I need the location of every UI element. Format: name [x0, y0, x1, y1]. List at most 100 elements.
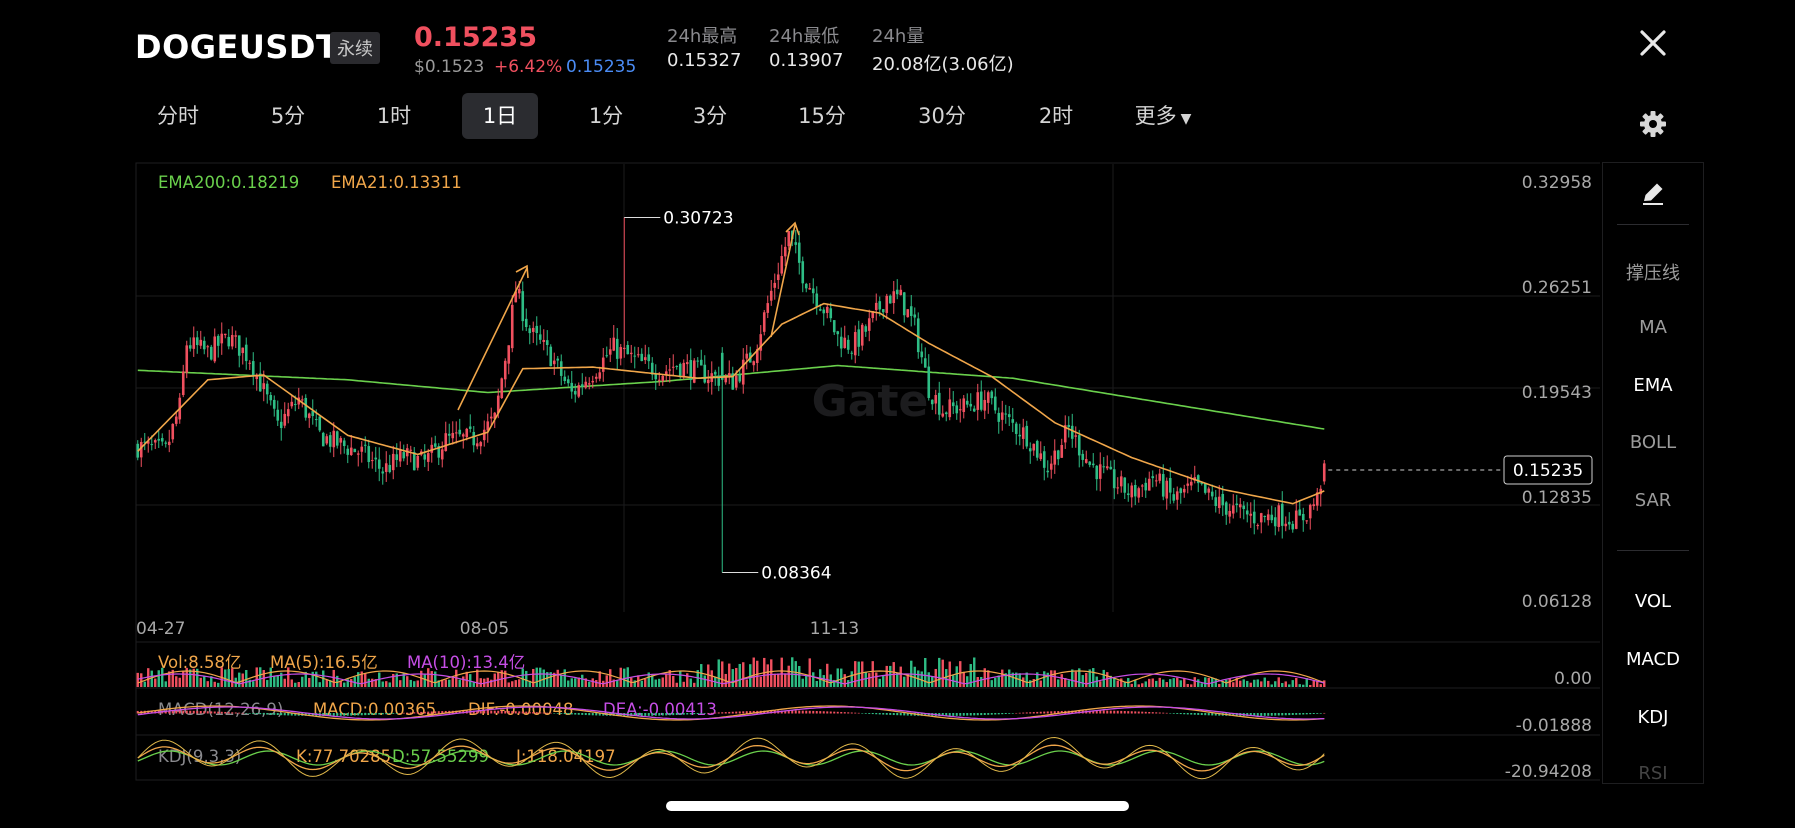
tool-support-resistance[interactable]: 撑压线	[1626, 263, 1680, 284]
candle-body	[461, 434, 465, 437]
macd-histogram-bar	[549, 712, 552, 714]
macd-histogram-bar	[1186, 713, 1189, 715]
tool-ema[interactable]: EMA	[1633, 375, 1673, 396]
y-axis-labels: 0.32958 0.26251 0.19543 0.12835 0.06128 0.00 -…	[1505, 173, 1592, 782]
volume-bar	[1008, 669, 1011, 687]
candle-body	[1140, 485, 1144, 487]
candle-body	[888, 295, 892, 304]
indicator-kdj[interactable]: KDJ	[1637, 707, 1669, 728]
settings-button[interactable]	[1638, 109, 1668, 139]
candle-body	[1147, 478, 1151, 491]
draw-tool-button[interactable]	[1603, 179, 1703, 212]
candle-body	[174, 416, 178, 424]
x-axis-labels: 04-27 08-05 11-13	[136, 619, 859, 639]
indicator-macd[interactable]: MACD	[1626, 649, 1680, 670]
macd-histogram-bar	[602, 713, 605, 716]
macd-histogram-bar	[644, 713, 647, 716]
candle-body	[944, 412, 948, 415]
candle-body	[671, 366, 675, 368]
macd-histogram-bar	[1232, 713, 1235, 716]
volume-bar	[1015, 672, 1018, 687]
volume-bar	[549, 672, 552, 687]
macd-histogram-bar	[780, 710, 783, 714]
candle-body	[220, 333, 224, 344]
tab-timeframe-line[interactable]: 分时	[157, 104, 199, 128]
close-icon	[1640, 30, 1666, 56]
candle-body	[1298, 509, 1302, 516]
volume-bar	[1228, 678, 1231, 687]
candle-body	[629, 352, 633, 355]
candle-body	[167, 441, 171, 446]
volume-bar	[1109, 675, 1112, 687]
candle-body	[146, 441, 150, 444]
candle-body	[608, 349, 612, 355]
macd-histogram-bar	[490, 710, 493, 714]
macd-histogram-bar	[374, 713, 377, 715]
macd-histogram-bar	[1207, 713, 1210, 716]
tab-timeframe-more[interactable]: 更多 ▼	[1118, 93, 1208, 139]
macd-histogram-bar	[955, 713, 958, 716]
macd-histogram-bar	[388, 713, 391, 715]
tab-timeframe-1h[interactable]: 1时	[376, 104, 412, 128]
tab-timeframe-15m[interactable]: 15分	[798, 104, 846, 128]
macd-histogram-bar	[1253, 713, 1256, 716]
volume-bar	[728, 663, 731, 687]
tab-timeframe-1m[interactable]: 1分	[588, 104, 624, 128]
candle-body	[818, 309, 822, 311]
tool-ma[interactable]: MA	[1639, 317, 1667, 338]
volume-bar	[661, 677, 664, 687]
candle-body	[192, 337, 196, 349]
macd-histogram-bar	[283, 713, 286, 716]
kline-chart[interactable]: Gate 0.30723 0.08364 EMA200:0.18219 EMA21:…	[0, 0, 1600, 790]
candle-body	[381, 471, 385, 474]
candle-body	[1280, 503, 1284, 526]
macd-histogram-bar	[910, 713, 913, 716]
candle-body	[1151, 476, 1155, 479]
candle-body	[892, 291, 896, 304]
indicator-rsi[interactable]: RSI	[1638, 763, 1668, 781]
tool-sar[interactable]: SAR	[1634, 490, 1672, 511]
macd-histogram-bar	[273, 713, 276, 715]
macd-histogram-bar	[906, 713, 909, 716]
volume-bar	[1239, 680, 1242, 687]
candle-body	[822, 309, 826, 314]
tab-timeframe-30m[interactable]: 30分	[918, 104, 966, 128]
macd-histogram-bar	[210, 711, 213, 714]
close-button[interactable]	[1636, 26, 1670, 60]
candle-body	[447, 433, 451, 436]
volume-bar	[591, 678, 594, 687]
volume-bar	[735, 667, 738, 687]
tab-timeframe-2h[interactable]: 2时	[1038, 104, 1074, 128]
trend-arrows	[457, 221, 800, 411]
macd-histogram-bar	[868, 713, 871, 714]
candle-body	[993, 396, 997, 411]
candle-body	[626, 344, 630, 355]
tab-timeframe-1d[interactable]: 1日	[462, 93, 538, 139]
volume-bar	[1022, 677, 1025, 687]
macd-histogram-bar	[969, 713, 972, 716]
candle-body	[1046, 470, 1050, 473]
volume-bar	[1253, 679, 1256, 687]
indicator-sidebar: 撑压线 MA EMA BOLL SAR VOL MACD KDJ RSI	[1602, 162, 1704, 784]
tab-timeframe-3m[interactable]: 3分	[692, 104, 728, 128]
volume-bar	[1246, 680, 1249, 687]
indicator-vol[interactable]: VOL	[1634, 591, 1672, 612]
volume-bar	[1151, 678, 1154, 687]
candle-body	[829, 308, 833, 319]
candle-body	[1137, 488, 1141, 498]
volume-bar	[885, 665, 888, 687]
candle-body	[321, 432, 325, 447]
volume-bar	[441, 679, 444, 687]
tool-boll[interactable]: BOLL	[1629, 432, 1677, 453]
volume-bar	[462, 676, 465, 687]
macd-histogram-bar	[1130, 711, 1133, 714]
candle-body	[479, 442, 483, 447]
candle-body	[1053, 450, 1057, 465]
macd-histogram-bar	[269, 713, 272, 715]
tab-timeframe-5m[interactable]: 5分	[270, 104, 306, 128]
volume-bar	[199, 677, 202, 687]
volume-bar	[518, 679, 521, 687]
volume-bar	[469, 674, 472, 687]
volume-bar	[1071, 669, 1074, 687]
macd-histogram-bar	[259, 713, 262, 715]
